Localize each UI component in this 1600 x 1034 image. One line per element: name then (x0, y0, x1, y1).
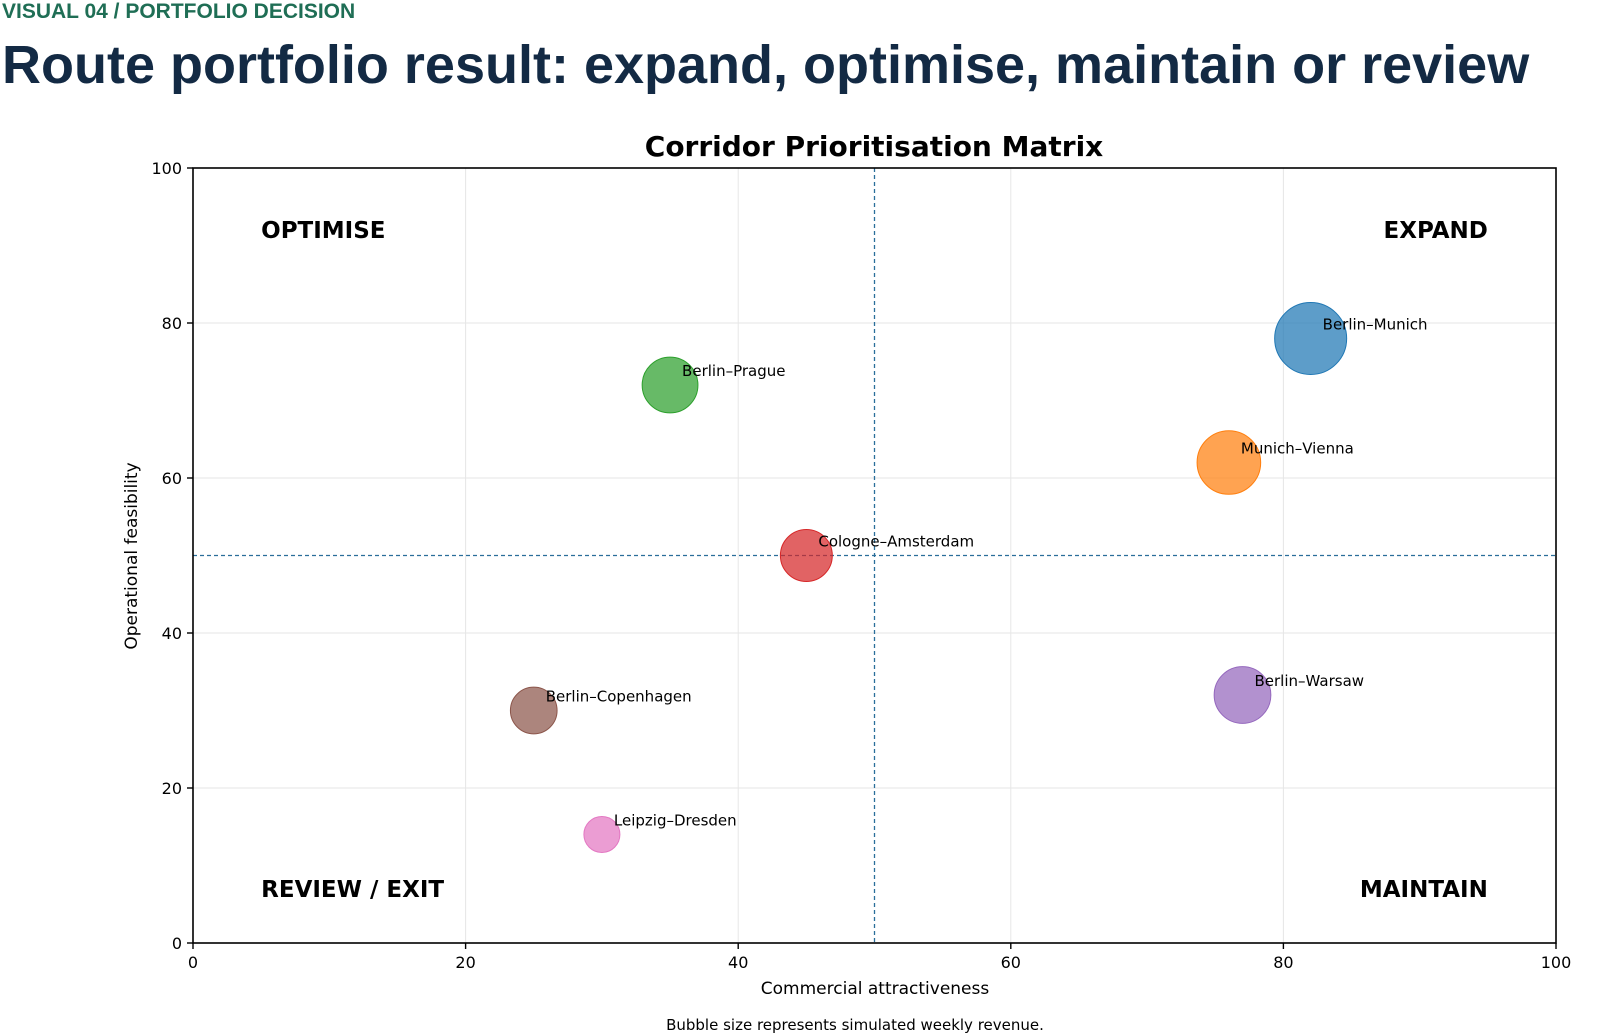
x-tick-label: 20 (455, 953, 475, 972)
bubble-label: Munich–Vienna (1241, 440, 1354, 458)
quadrant-label: OPTIMISE (261, 218, 385, 244)
quadrant-labels: OPTIMISE EXPAND REVIEW / EXIT MAINTAIN (261, 218, 1488, 903)
y-tick-label: 100 (151, 159, 182, 178)
axis-ticks: 0 20 40 60 80 100 0 20 40 60 80 100 (151, 159, 1571, 972)
bubble-label: Cologne–Amsterdam (818, 533, 974, 551)
y-tick-label: 40 (162, 624, 182, 643)
x-tick-label: 100 (1541, 953, 1572, 972)
y-tick-label: 80 (162, 314, 182, 333)
bubble-point (1274, 302, 1348, 375)
bubble-point (509, 686, 558, 735)
eyebrow-label: VISUAL 04 / PORTFOLIO DECISION (2, 0, 356, 23)
bubble-point (641, 356, 699, 414)
y-tick-label: 60 (162, 469, 182, 488)
bubble-label: Leipzig–Dresden (614, 812, 737, 830)
bubble-point (583, 816, 621, 853)
x-axis-label: Commercial attractiveness (761, 979, 990, 999)
chart-title: Corridor Prioritisation Matrix (645, 130, 1103, 163)
quadrant-label: MAINTAIN (1360, 877, 1488, 903)
bubble-labels: Berlin–Munich Munich–Vienna Berlin–Prague C… (546, 316, 1428, 830)
bubble-label: Berlin–Munich (1323, 316, 1428, 334)
y-axis-label: Operational feasibility (122, 462, 142, 649)
quadrant-label: REVIEW / EXIT (261, 877, 444, 903)
x-tick-label: 0 (188, 953, 198, 972)
threshold-lines (193, 168, 1556, 943)
chart-footnote: Bubble size represents simulated weekly … (666, 1016, 1044, 1034)
bubble-series (509, 302, 1348, 853)
y-tick-label: 0 (172, 934, 182, 953)
bubble-point (779, 529, 833, 582)
quadrant-label: EXPAND (1384, 218, 1488, 244)
y-tick-label: 20 (162, 779, 182, 798)
x-tick-label: 60 (1001, 953, 1021, 972)
bubble-label: Berlin–Warsaw (1255, 672, 1365, 690)
bubble-label: Berlin–Copenhagen (546, 688, 692, 706)
x-tick-label: 80 (1273, 953, 1293, 972)
bubble-point (1213, 666, 1272, 724)
bubble-label: Berlin–Prague (682, 362, 785, 380)
plot-frame (192, 167, 1557, 944)
page-title: Route portfolio result: expand, optimise… (2, 35, 1530, 95)
x-tick-label: 40 (728, 953, 748, 972)
bubble-point (1196, 430, 1262, 495)
